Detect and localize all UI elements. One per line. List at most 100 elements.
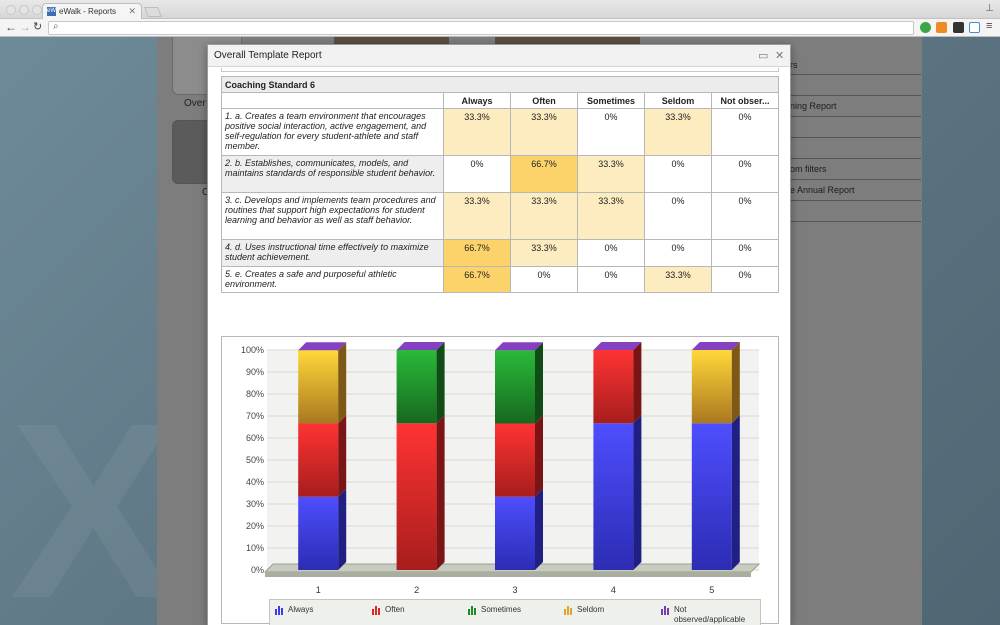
percentage-cell: 0% <box>644 239 712 267</box>
forward-icon[interactable]: → <box>19 20 31 34</box>
percentage-cell: 33.3% <box>577 155 645 193</box>
bar-segment-side <box>633 415 642 570</box>
report-link[interactable]: e Annual Report <box>790 180 921 201</box>
x-tick-label: 4 <box>611 585 616 595</box>
bar-segment-side <box>338 488 347 570</box>
bar-segment <box>593 350 634 424</box>
bar-segment <box>495 423 535 497</box>
y-tick-label: 30% <box>246 499 264 509</box>
bar-segment <box>593 423 634 570</box>
dialog-title: Overall Template Report <box>214 50 322 61</box>
report-link[interactable] <box>790 138 921 159</box>
report-link[interactable] <box>790 117 921 138</box>
percentage-cell: 0% <box>644 192 712 240</box>
dialog-header: Overall Template Report ▭ ✕ <box>208 45 790 67</box>
y-tick-label: 50% <box>246 455 264 465</box>
background-image-1 <box>334 37 449 44</box>
percentage-cell: 33.3% <box>443 192 511 240</box>
percentage-cell: 66.7% <box>443 239 511 267</box>
table-row: 1. a. Creates a team environment that en… <box>221 108 779 156</box>
bar-chart-icon <box>661 606 670 615</box>
close-icon[interactable]: ✕ <box>775 50 785 62</box>
percentage-cell: 33.3% <box>644 108 712 156</box>
report-link[interactable] <box>790 75 921 96</box>
percentage-cell: 0% <box>577 239 645 267</box>
bar-chart-icon <box>275 606 284 615</box>
background-image-2 <box>495 37 640 44</box>
chart-svg: 0% 10% 20% 30% 40% 50% 60% 70% 80% 90% 100% 1 2 3 4 5 <box>241 342 761 595</box>
bar-top-cap <box>396 342 445 350</box>
bar-top-cap <box>593 342 642 350</box>
browser-tab[interactable]: eW eWalk - Reports ✕ <box>42 3 142 19</box>
bar-top-cap <box>495 342 543 351</box>
table-row: 4. d. Uses instructional time effectivel… <box>221 239 779 267</box>
report-link[interactable]: rs <box>790 37 921 75</box>
profile-card[interactable] <box>172 120 212 184</box>
chart-legend: Always Often Sometimes Seldom Not observed/a… <box>269 599 761 625</box>
bar-segment-side <box>535 342 543 424</box>
bar-chart-icon <box>468 606 477 615</box>
bar-segment-side <box>731 415 740 570</box>
percentage-cell: 0% <box>577 266 645 293</box>
menu-icon[interactable]: ≡ <box>986 20 993 32</box>
percentage-cell: 0% <box>711 266 779 293</box>
partial-label: C <box>202 187 210 198</box>
stacked-bar-chart: 0% 10% 20% 30% 40% 50% 60% 70% 80% 90% 100% 1 2 3 4 5 A… <box>221 336 779 625</box>
column-header: Sometimes <box>577 92 645 109</box>
bar-segment <box>298 423 339 497</box>
new-tab-button[interactable] <box>144 7 162 17</box>
y-tick-label: 0% <box>251 565 264 575</box>
extension-icon-dark[interactable] <box>953 22 964 33</box>
bar-segment-side <box>338 415 347 497</box>
reload-icon[interactable]: ↻ <box>33 21 43 33</box>
bar-top-cap <box>691 342 740 350</box>
bar-segment-side <box>633 342 642 424</box>
bar-segment-side <box>535 488 543 570</box>
legend-label: Always <box>288 605 314 614</box>
bar-segment <box>495 350 535 424</box>
favicon-icon: eW <box>47 7 56 16</box>
report-link[interactable]: ning Report <box>790 96 921 117</box>
bar-top-cap <box>298 342 347 351</box>
report-link[interactable] <box>790 201 921 222</box>
table-row: 3. c. Develops and implements team proce… <box>221 192 779 240</box>
minimize-window-icon[interactable] <box>19 5 29 15</box>
x-tick-label: 3 <box>512 585 517 595</box>
report-link[interactable]: om filters <box>790 159 921 180</box>
criterion-label: 4. d. Uses instructional time effectivel… <box>221 239 444 267</box>
bar-segment-side <box>436 342 445 424</box>
legend-label: Not observed/applicable <box>674 605 746 624</box>
percentage-cell: 66.7% <box>443 266 511 293</box>
percentage-cell: 33.3% <box>510 239 578 267</box>
close-window-icon[interactable] <box>6 5 16 15</box>
percentage-cell: 0% <box>711 155 779 193</box>
y-tick-label: 100% <box>241 345 264 355</box>
zoom-window-icon[interactable] <box>32 5 42 15</box>
extension-icon-rss[interactable] <box>936 22 947 33</box>
extension-icon-green[interactable] <box>920 22 931 33</box>
x-tick-label: 1 <box>316 585 321 595</box>
bar-segment <box>298 496 339 570</box>
dialog-body: Coaching Standard 6 Always Often Sometim… <box>208 68 790 625</box>
table-body: 1. a. Creates a team environment that en… <box>221 108 779 293</box>
bar-segment-side <box>436 415 445 570</box>
percentage-cell: 0% <box>510 266 578 293</box>
address-bar[interactable]: ⌕ <box>48 21 914 35</box>
legend-label: Seldom <box>577 605 605 614</box>
browser-toolbar: ← → ↻ ⌕ ≡ <box>0 19 1000 37</box>
back-icon[interactable]: ← <box>5 20 17 34</box>
criterion-label: 2. b. Establishes, communicates, models,… <box>221 155 444 193</box>
bar-chart-icon <box>372 606 381 615</box>
extension-icon-blue[interactable] <box>969 22 980 33</box>
profile-icon[interactable]: ⊥ <box>985 3 994 14</box>
watermark-x: X <box>10 371 177 625</box>
window-maximize-icon[interactable]: ▭ <box>758 50 769 62</box>
tab-close-icon[interactable]: ✕ <box>128 6 136 16</box>
y-tick-label: 20% <box>246 521 264 531</box>
bar-segment <box>495 496 535 570</box>
percentage-cell: 0% <box>577 108 645 156</box>
legend-label: Often <box>385 605 405 614</box>
bar-segment <box>691 350 732 424</box>
column-header: Not obser... <box>711 92 779 109</box>
bar-segment-side <box>338 342 347 424</box>
